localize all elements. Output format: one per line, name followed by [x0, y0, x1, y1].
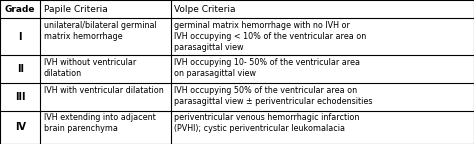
Text: I: I — [18, 32, 22, 42]
Text: germinal matrix hemorrhage with no IVH or
IVH occupying < 10% of the ventricular: germinal matrix hemorrhage with no IVH o… — [174, 21, 366, 52]
Text: unilateral/bilateral germinal
matrix hemorrhage: unilateral/bilateral germinal matrix hem… — [44, 21, 156, 41]
Text: periventricular venous hemorrhagic infarction
(PVHI); cystic periventricular leu: periventricular venous hemorrhagic infar… — [174, 113, 359, 133]
Text: IVH extending into adjacent
brain parenchyma: IVH extending into adjacent brain parenc… — [44, 113, 155, 133]
Text: IVH with ventricular dilatation: IVH with ventricular dilatation — [44, 86, 164, 95]
Text: III: III — [15, 92, 26, 102]
Text: II: II — [17, 64, 24, 74]
Text: Grade: Grade — [5, 5, 36, 14]
Text: IVH without ventricular
dilatation: IVH without ventricular dilatation — [44, 58, 136, 78]
Text: IVH occupying 50% of the ventricular area on
parasagittal view ± periventricular: IVH occupying 50% of the ventricular are… — [174, 86, 373, 106]
Text: Volpe Criteria: Volpe Criteria — [174, 5, 236, 14]
Text: Papile Criteria: Papile Criteria — [44, 5, 107, 14]
Text: IV: IV — [15, 122, 26, 132]
Text: IVH occupying 10- 50% of the ventricular area
on parasagittal view: IVH occupying 10- 50% of the ventricular… — [174, 58, 360, 78]
